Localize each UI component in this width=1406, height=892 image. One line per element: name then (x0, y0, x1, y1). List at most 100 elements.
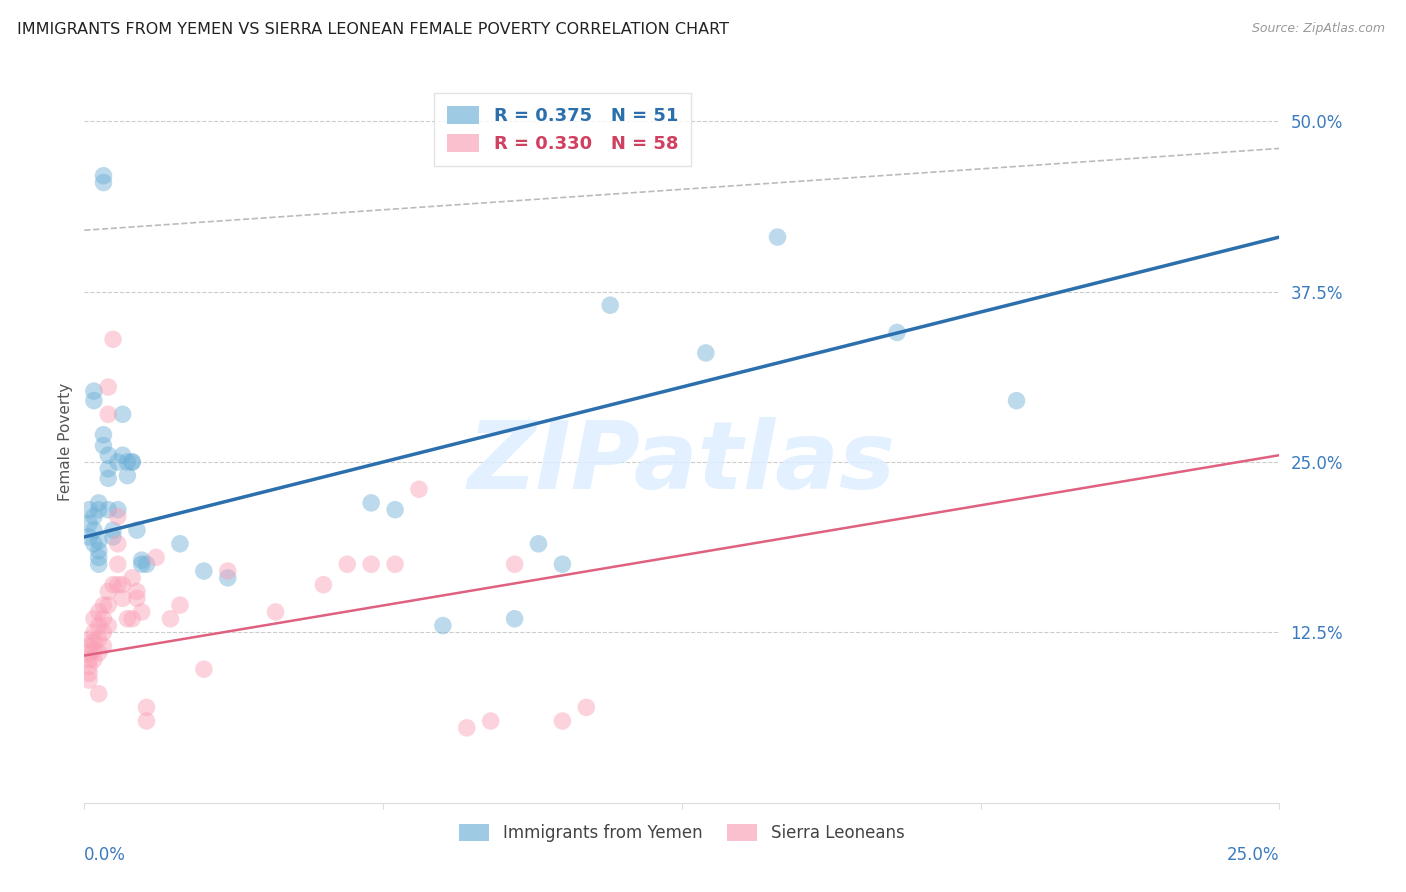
Point (83, 523, 105, 537)
Point (77, 632, 100, 647)
Point (83, 635, 105, 649)
Point (83, 653, 105, 667)
Point (93, 439, 115, 453)
Point (360, 558, 382, 572)
Point (77, 530, 100, 544)
Text: IMMIGRANTS FROM YEMEN VS SIERRA LEONEAN FEMALE POVERTY CORRELATION CHART: IMMIGRANTS FROM YEMEN VS SIERRA LEONEAN … (17, 22, 728, 37)
Point (695, 346, 717, 360)
Point (97, 584, 120, 599)
Point (101, 577, 124, 591)
Point (125, 523, 148, 537)
Point (599, 298, 621, 312)
Point (131, 558, 153, 572)
Point (97, 598, 120, 612)
Point (217, 571, 239, 585)
Point (135, 714, 157, 728)
Point (97, 502, 120, 516)
Point (121, 455, 143, 469)
Point (87, 534, 110, 549)
Point (193, 564, 215, 578)
Point (107, 502, 129, 516)
Point (83, 384, 105, 398)
Point (117, 455, 139, 469)
Point (87, 618, 110, 632)
Point (107, 537, 129, 551)
Point (766, 230, 789, 244)
Point (87, 646, 110, 660)
Point (264, 605, 287, 619)
Legend: Immigrants from Yemen, Sierra Leoneans: Immigrants from Yemen, Sierra Leoneans (453, 817, 911, 848)
Point (107, 577, 129, 591)
Point (77, 639, 100, 653)
Point (135, 700, 157, 714)
Point (111, 577, 134, 591)
Point (107, 509, 129, 524)
Point (527, 537, 550, 551)
Point (408, 482, 430, 496)
Point (125, 591, 148, 606)
Point (83, 625, 105, 640)
Point (125, 584, 148, 599)
Point (93, 639, 115, 653)
Point (384, 558, 406, 572)
Point (87, 605, 110, 619)
Point (97, 471, 120, 485)
Point (83, 537, 105, 551)
Point (101, 332, 124, 346)
Point (97, 462, 120, 476)
Point (121, 612, 143, 626)
Point (77, 502, 100, 516)
Point (117, 612, 139, 626)
Point (121, 455, 143, 469)
Point (169, 598, 191, 612)
Point (886, 326, 908, 340)
Point (551, 714, 574, 728)
Text: 0.0%: 0.0% (84, 847, 127, 864)
Point (87, 558, 110, 572)
Point (432, 618, 454, 632)
Point (111, 407, 134, 421)
Point (83, 643, 105, 657)
Point (77, 673, 100, 687)
Point (87, 502, 110, 516)
Text: ZIPatlas: ZIPatlas (468, 417, 896, 509)
Point (93, 169, 115, 183)
Point (312, 577, 335, 591)
Point (77, 659, 100, 673)
Point (101, 530, 124, 544)
Point (503, 612, 526, 626)
Point (360, 496, 382, 510)
Point (83, 612, 105, 626)
Point (217, 564, 239, 578)
Point (479, 714, 502, 728)
Point (1005, 393, 1028, 408)
Point (121, 571, 143, 585)
Point (111, 591, 134, 606)
Point (87, 496, 110, 510)
Point (97, 448, 120, 462)
Point (87, 550, 110, 565)
Point (131, 553, 153, 567)
Point (551, 558, 574, 572)
Point (503, 558, 526, 572)
Point (77, 666, 100, 681)
Point (107, 558, 129, 572)
Point (77, 646, 100, 660)
Point (169, 537, 191, 551)
Point (83, 509, 105, 524)
Point (336, 558, 359, 572)
Point (93, 176, 115, 190)
Point (83, 393, 105, 408)
Point (93, 598, 115, 612)
Text: 25.0%: 25.0% (1227, 847, 1279, 864)
Point (93, 612, 115, 626)
Point (97, 407, 120, 421)
Point (131, 605, 153, 619)
Text: Source: ZipAtlas.com: Source: ZipAtlas.com (1251, 22, 1385, 36)
Point (193, 662, 215, 676)
Y-axis label: Female Poverty: Female Poverty (58, 383, 73, 500)
Point (107, 455, 129, 469)
Point (97, 380, 120, 394)
Point (456, 721, 478, 735)
Point (384, 502, 406, 516)
